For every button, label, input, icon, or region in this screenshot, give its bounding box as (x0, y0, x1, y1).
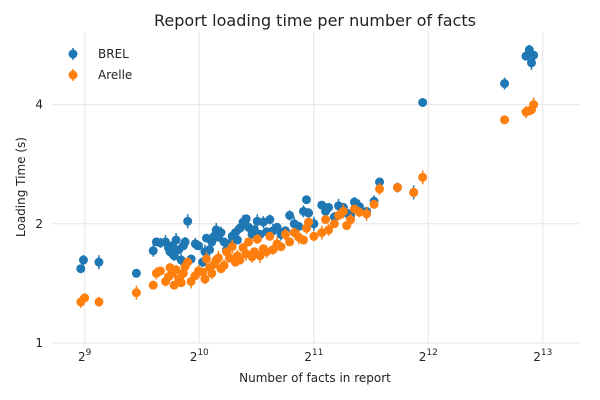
data-point (201, 254, 211, 264)
legend-item-arelle: Arelle (68, 68, 132, 82)
data-point (265, 231, 275, 241)
data-point (272, 222, 282, 232)
y-tick-label: 1 (35, 336, 43, 350)
x-tick-base: 2 (533, 350, 541, 364)
data-point (285, 210, 295, 220)
data-point (317, 228, 327, 238)
chart-title: Report loading time per number of facts (154, 11, 476, 30)
data-point (529, 100, 539, 110)
data-point (329, 219, 339, 229)
legend-marker-arelle (68, 70, 78, 80)
data-point (148, 246, 158, 256)
data-point (324, 225, 334, 235)
series-arelle (76, 97, 539, 308)
data-point (418, 172, 428, 182)
x-tick-label: 211 (304, 348, 323, 364)
data-point (194, 241, 204, 251)
x-tick-label: 29 (78, 348, 92, 364)
data-point (148, 280, 158, 290)
data-point (213, 253, 223, 263)
data-point (285, 237, 295, 247)
legend: BREL Arelle (68, 47, 132, 82)
data-point (241, 214, 251, 224)
data-point (338, 206, 348, 216)
data-point (244, 237, 254, 247)
y-axis-ticks: 1 2 4 (35, 98, 43, 350)
data-point (301, 195, 311, 205)
data-point (265, 215, 275, 225)
y-tick-label: 4 (35, 98, 43, 112)
x-tick-label: 210 (190, 348, 209, 364)
data-point (183, 216, 193, 226)
data-point (80, 293, 90, 303)
data-point (178, 268, 188, 278)
y-tick-label: 2 (35, 217, 43, 231)
legend-label-brel: BREL (98, 47, 129, 61)
data-point (324, 202, 334, 212)
data-point (362, 209, 372, 219)
x-tick-base: 2 (304, 350, 312, 364)
legend-item-brel: BREL (68, 47, 129, 61)
data-point (500, 115, 510, 125)
data-point (171, 235, 181, 245)
data-point (216, 228, 226, 238)
data-point (375, 177, 385, 187)
data-point (200, 274, 210, 284)
x-tick-label: 213 (533, 348, 552, 364)
x-tick-base: 2 (190, 350, 198, 364)
data-point (321, 215, 331, 225)
data-point (205, 245, 215, 255)
x-tick-exponent: 9 (86, 348, 92, 358)
x-tick-exponent: 10 (197, 348, 209, 358)
data-point (252, 234, 262, 244)
x-tick-exponent: 13 (541, 348, 552, 358)
data-point (235, 255, 245, 265)
legend-marker-brel (68, 49, 78, 59)
data-point (169, 251, 179, 261)
data-point (369, 199, 379, 209)
data-point (227, 242, 237, 252)
data-point (309, 231, 319, 241)
data-point (346, 215, 356, 225)
data-point (219, 260, 229, 270)
data-point (392, 182, 402, 192)
x-axis-label: Number of facts in report (239, 371, 391, 385)
x-tick-base: 2 (78, 350, 86, 364)
data-point (180, 237, 190, 247)
data-point (526, 58, 536, 68)
x-tick-exponent: 12 (426, 348, 437, 358)
data-point (276, 242, 286, 252)
data-point (354, 207, 364, 217)
x-tick-exponent: 11 (312, 348, 323, 358)
data-point (304, 208, 314, 218)
data-point (232, 235, 242, 245)
legend-label-arelle: Arelle (98, 68, 132, 82)
x-axis-ticks: 29 210 211 212 213 (78, 348, 552, 364)
data-point (299, 235, 309, 245)
data-point (280, 229, 290, 239)
data-point (255, 251, 265, 261)
data-point (375, 184, 385, 194)
data-point (131, 288, 141, 298)
data-points (76, 44, 539, 308)
x-tick-base: 2 (419, 350, 427, 364)
data-point (131, 268, 141, 278)
data-point (176, 278, 186, 288)
data-point (418, 97, 428, 107)
y-axis-label: Loading Time (s) (14, 137, 28, 237)
data-point (294, 221, 304, 231)
x-tick-label: 212 (419, 348, 438, 364)
data-point (94, 257, 104, 267)
data-point (183, 257, 193, 267)
data-point (500, 79, 510, 89)
data-point (78, 255, 88, 265)
data-point (304, 217, 314, 227)
data-point (409, 187, 419, 197)
data-point (94, 297, 104, 307)
data-point (529, 50, 539, 60)
data-point (76, 264, 86, 274)
data-point (207, 268, 217, 278)
data-point (156, 266, 166, 276)
